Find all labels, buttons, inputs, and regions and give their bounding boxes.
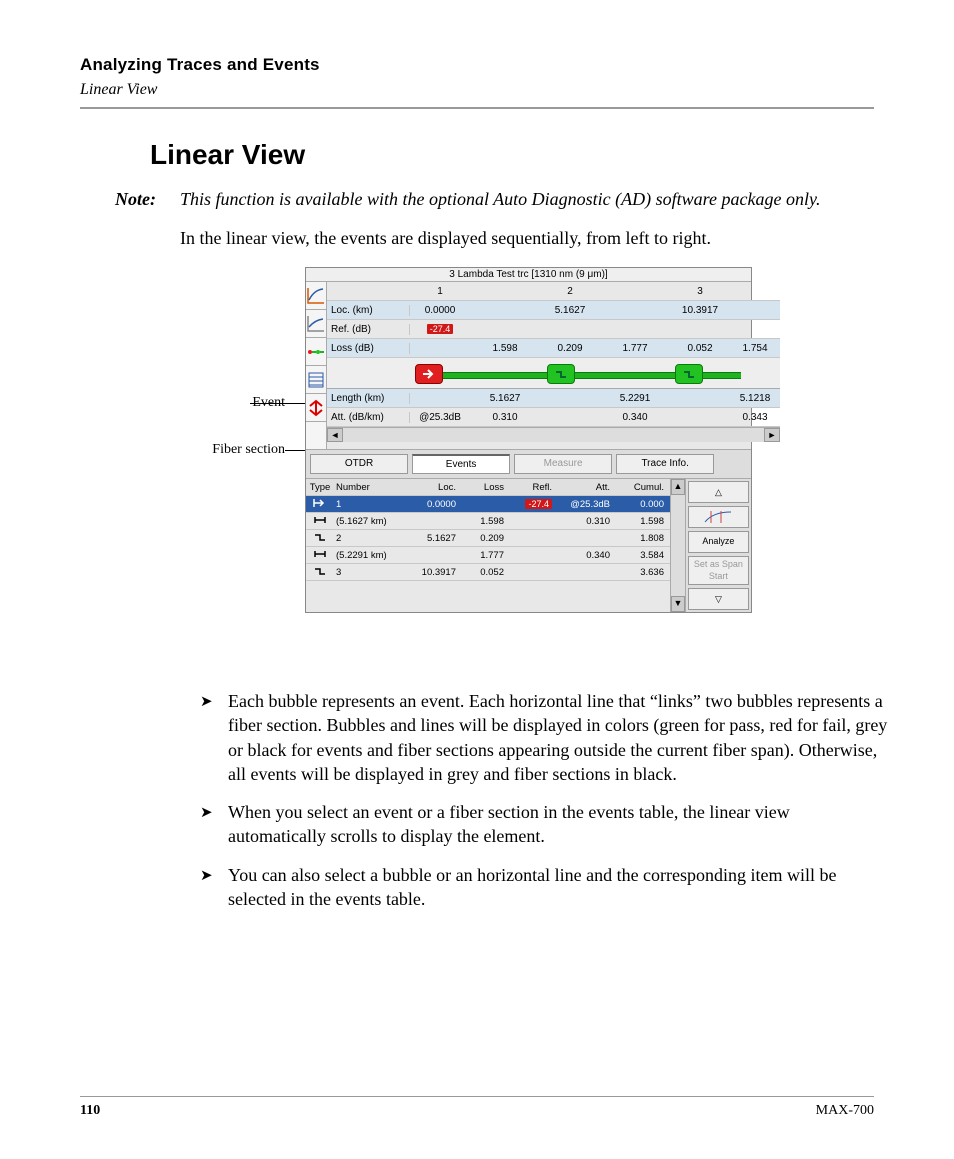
vertical-toolbar [306,282,327,449]
bullet-2: When you select an event or a fiber sect… [200,800,890,849]
chapter-title: Analyzing Traces and Events [80,55,874,75]
step-icon [313,566,327,576]
intro-text: In the linear view, the events are displ… [180,228,874,249]
trace-snapshot-button[interactable] [688,506,749,528]
tab-bar: OTDR Events Measure Trace Info. [306,450,751,479]
vertical-scrollbar[interactable]: ▲ ▼ [670,479,685,612]
ref-label: Ref. (dB) [327,324,410,335]
header-rule [80,107,874,109]
marker-view-icon[interactable] [306,394,326,422]
loss-row: Loss (dB) 1.598 0.209 1.777 0.052 1.754 [327,339,780,358]
tab-measure: Measure [514,454,612,474]
scroll-down-button[interactable]: ▼ [671,596,685,612]
linear-view-icon[interactable] [306,338,326,366]
measure-table: 1 2 3 Loc. (km) 0.0000 5.1627 10.3917 [327,282,780,449]
ref-fail-chip: -27.4 [427,324,454,334]
event-col-3: 3 [670,286,730,297]
tab-events[interactable]: Events [412,454,510,474]
app-titlebar: 3 Lambda Test trc [1310 nm (9 μm)] [306,268,751,282]
att-row: Att. (dB/km) @25.3dB 0.310 0.340 0.343 [327,408,780,427]
page-title: Linear View [150,139,874,171]
note-block: Note: This function is available with th… [115,189,874,210]
events-table: Type Number Loc. Loss Refl. Att. Cumul. … [306,479,670,612]
fiber-section-1[interactable] [441,372,547,379]
bullet-3: You can also select a bubble or an horiz… [200,863,890,912]
refl-fail-chip: -27.4 [525,499,552,509]
events-row-span-2[interactable]: (5.2291 km) 1.777 0.340 3.584 [306,547,670,564]
events-row-2[interactable]: 2 5.1627 0.209 1.808 [306,530,670,547]
scroll-right-button[interactable]: ► [764,428,780,442]
trace-zoom-icon[interactable] [306,282,326,310]
events-row-1[interactable]: 1 0.0000 -27.4 @25.3dB 0.000 [306,496,670,513]
side-button-panel: △ Analyze Set as Span Start ▽ [685,479,751,612]
arrow-icon [313,498,327,508]
scroll-up-button[interactable]: ▲ [671,479,685,495]
fiber-section-3[interactable] [701,372,741,379]
horizontal-scrollbar[interactable]: ◄ ► [327,427,780,442]
loss-label: Loss (dB) [327,343,410,354]
scroll-left-button[interactable]: ◄ [327,428,343,442]
trace-view-icon[interactable] [306,310,326,338]
span-icon [313,515,327,525]
span-icon [313,549,327,559]
analyze-button[interactable]: Analyze [688,531,749,553]
events-row-3[interactable]: 3 10.3917 0.052 3.636 [306,564,670,581]
note-label: Note: [115,189,180,210]
table-view-icon[interactable] [306,366,326,394]
page-footer: 110 MAX-700 [80,1096,874,1119]
loc-row: Loc. (km) 0.0000 5.1627 10.3917 [327,301,780,320]
page-header: Analyzing Traces and Events Linear View [80,55,874,109]
events-header-row: Type Number Loc. Loss Refl. Att. Cumul. [306,479,670,496]
att-label: Att. (dB/km) [327,412,410,423]
toolbar-spacer [306,422,326,449]
loc-label: Loc. (km) [327,305,410,316]
step-icon [313,532,327,542]
length-label: Length (km) [327,393,410,404]
page-number: 110 [80,1103,100,1119]
app-window: 3 Lambda Test trc [1310 nm (9 μm)] [305,267,752,613]
event-bubble-2[interactable] [547,364,575,384]
nav-up-button[interactable]: △ [688,481,749,503]
section-crumb: Linear View [80,81,874,99]
footer-model: MAX-700 [816,1103,874,1119]
tab-otdr[interactable]: OTDR [310,454,408,474]
set-span-start-button: Set as Span Start [688,556,749,585]
event-number-row: 1 2 3 [327,282,780,301]
note-body: This function is available with the opti… [180,189,820,210]
fiber-section-2[interactable] [573,372,675,379]
callout-fiber-section: Fiber section [175,442,285,458]
event-bubble-1[interactable] [415,364,443,384]
event-col-2: 2 [540,286,600,297]
length-row: Length (km) 5.1627 5.2291 5.1218 [327,389,780,408]
nav-down-button[interactable]: ▽ [688,588,749,610]
tab-trace-info[interactable]: Trace Info. [616,454,714,474]
screenshot-area: Event Fiber section 3 Lambda Test trc [1… [80,267,874,667]
events-row-span-1[interactable]: (5.1627 km) 1.598 0.310 1.598 [306,513,670,530]
linear-track[interactable] [327,358,780,389]
bullet-1: Each bubble represents an event. Each ho… [200,689,890,786]
event-col-1: 1 [410,286,470,297]
bullet-list: Each bubble represents an event. Each ho… [200,689,890,911]
ref-row: Ref. (dB) -27.4 [327,320,780,339]
event-bubble-3[interactable] [675,364,703,384]
